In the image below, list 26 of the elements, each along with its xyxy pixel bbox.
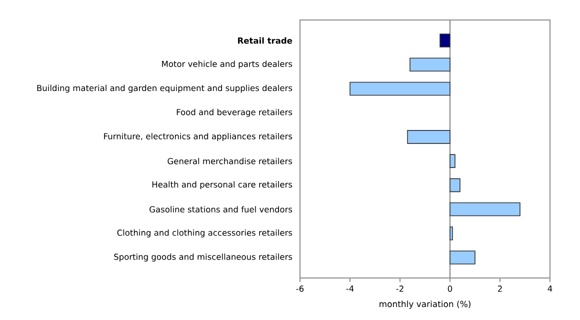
bar	[407, 130, 450, 144]
x-tick-label: 0	[448, 286, 452, 292]
x-tick-label: -2	[396, 286, 404, 292]
bar	[450, 202, 520, 216]
y-tick-label: Furniture, electronics and appliances retailers	[104, 132, 292, 141]
y-tick-label: General merchandise retailers	[168, 158, 292, 164]
y-tick-label: Retail trade	[238, 37, 292, 44]
y-tick-label: Health and personal care retailers	[152, 181, 292, 190]
y-tick-label: Motor vehicle and parts dealers	[162, 60, 292, 69]
bar	[450, 250, 476, 264]
y-tick-label: Clothing and clothing accessories retailers	[117, 229, 292, 238]
bar	[450, 178, 460, 192]
bar	[450, 226, 453, 240]
x-tick-label: -6	[296, 286, 304, 292]
x-tick-label: 4	[548, 286, 552, 292]
x-tick-label: 2	[498, 286, 502, 292]
y-tick-label: Gasoline stations and fuel vendors	[150, 206, 292, 212]
y-tick-label: Food and beverage retailers	[176, 108, 292, 117]
y-tick-label: Building material and garden equipment and supplies dealers	[37, 84, 292, 93]
x-axis-title: monthly variation (%)	[380, 300, 470, 309]
x-tick-label: -4	[346, 286, 354, 292]
bar	[410, 58, 450, 72]
bar	[450, 154, 456, 168]
y-tick-label: Sporting goods and miscellaneous retailers	[114, 254, 292, 262]
bar	[440, 34, 450, 48]
bar	[350, 82, 450, 96]
